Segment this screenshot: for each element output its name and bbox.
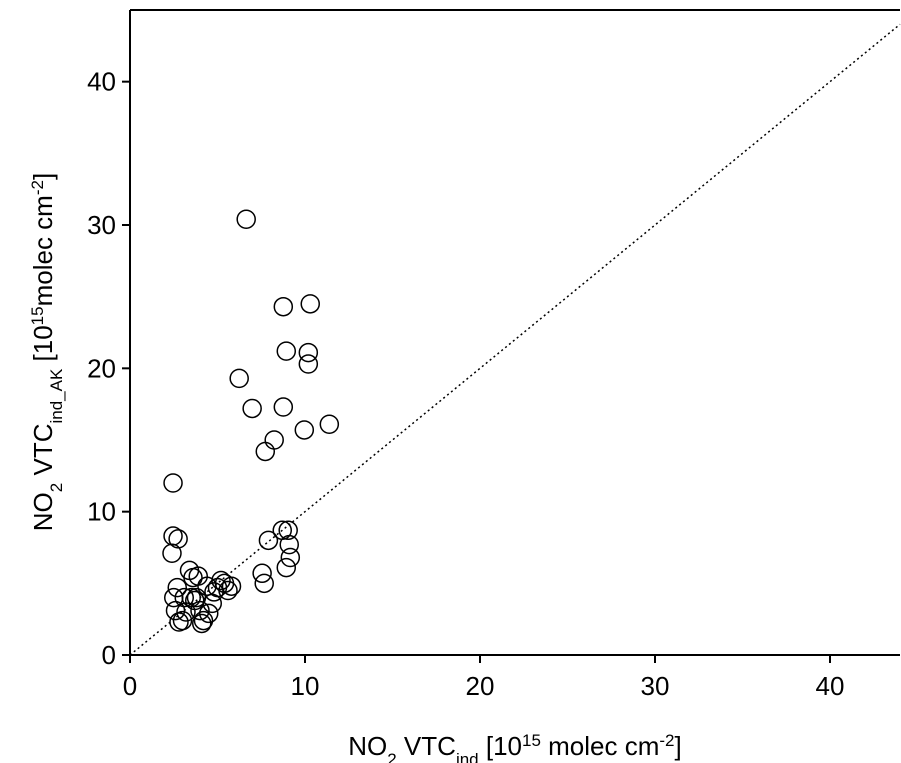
point (298, 354, 319, 374)
point (168, 529, 188, 549)
label-part: [10 (479, 731, 522, 761)
label-part: VTC (397, 731, 456, 761)
label-part: molec cm (541, 731, 659, 761)
point (229, 368, 249, 389)
label-part: VTC (28, 424, 58, 483)
label-part: -2 (659, 731, 674, 750)
point (193, 610, 214, 631)
label-part: -2 (28, 180, 47, 195)
point (197, 576, 217, 596)
label-part: NO (348, 731, 387, 761)
point (300, 294, 320, 314)
point (163, 473, 183, 493)
point (276, 557, 297, 578)
point (258, 530, 279, 551)
point (264, 430, 284, 450)
y-tick-label: 40 (87, 67, 116, 97)
point (162, 543, 182, 563)
point (255, 441, 276, 462)
label-part: [10 (28, 325, 58, 368)
point (294, 420, 315, 440)
point (172, 610, 193, 631)
point (192, 613, 212, 634)
x-tick-label: 40 (816, 671, 845, 701)
y-tick-label: 0 (102, 640, 116, 670)
label-part: molec cm (28, 195, 58, 306)
point (211, 570, 231, 591)
point (199, 603, 219, 624)
label-part: 15 (28, 306, 47, 325)
point (218, 580, 238, 601)
point (167, 577, 187, 598)
label-part: ] (28, 173, 58, 180)
y-axis-label: NO2 VTCind_AK [1015molec cm-2] (28, 173, 66, 531)
point (242, 398, 262, 419)
point (164, 587, 184, 608)
point (236, 209, 256, 230)
point (319, 414, 340, 434)
point (273, 397, 294, 417)
label-part: ind_AK (47, 368, 66, 423)
point (276, 341, 297, 361)
x-tick-label: 10 (291, 671, 320, 701)
label-part: ] (675, 731, 682, 761)
label-part: 15 (522, 731, 541, 750)
point (174, 587, 194, 608)
x-axis-label: NO2 VTCind [1015 molec cm-2] (348, 731, 682, 763)
x-tick-label: 20 (466, 671, 495, 701)
point (279, 534, 299, 555)
point (190, 600, 210, 621)
label-part: 2 (387, 750, 396, 763)
x-tick-label: 0 (123, 671, 137, 701)
label-part: ind (456, 750, 479, 763)
point (298, 342, 319, 363)
y-tick-label: 10 (87, 497, 116, 527)
y-tick-label: 20 (87, 353, 116, 383)
point (252, 563, 272, 584)
point (221, 576, 242, 596)
point (273, 296, 294, 317)
point (280, 547, 301, 568)
point (278, 520, 298, 541)
point (186, 587, 207, 608)
point (254, 573, 274, 594)
one-to-one-line (129, 23, 901, 656)
x-tick-label: 30 (641, 671, 670, 701)
y-tick-label: 30 (87, 210, 116, 240)
label-part: 2 (47, 483, 66, 492)
label-part: NO (28, 492, 58, 531)
